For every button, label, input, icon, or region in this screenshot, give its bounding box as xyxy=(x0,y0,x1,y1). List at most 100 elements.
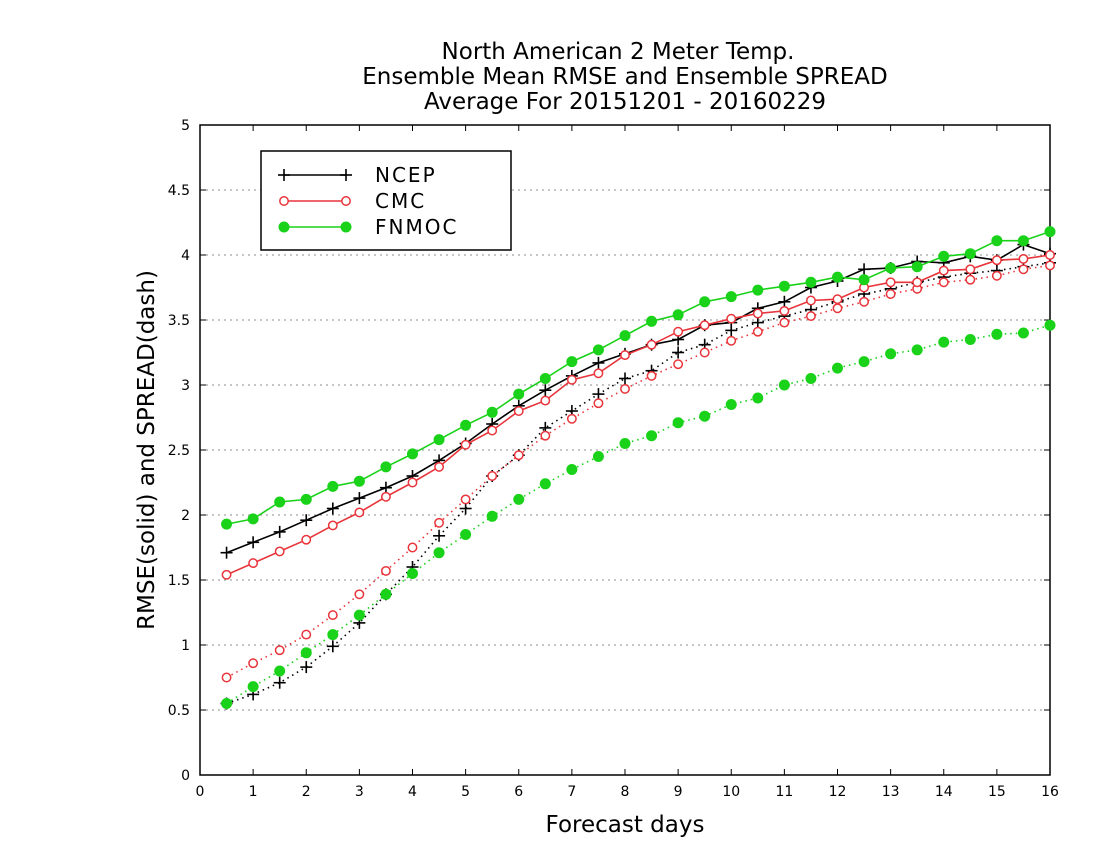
cmc-spread-point xyxy=(380,565,391,576)
fnmoc-spread-point xyxy=(539,478,551,490)
fnmoc-spread-point xyxy=(672,417,684,429)
x-tick-label: 6 xyxy=(514,784,523,800)
fnmoc-rmse-point xyxy=(646,315,658,327)
fnmoc-spread-point xyxy=(247,681,259,693)
cmc-rmse-point xyxy=(620,350,630,361)
cmc-spread-point xyxy=(859,296,870,307)
legend-marker xyxy=(340,169,352,181)
series-fnmoc xyxy=(221,226,1056,709)
cmc-spread-point xyxy=(752,326,763,337)
cmc-spread-point xyxy=(726,335,737,346)
fnmoc-rmse-point xyxy=(380,461,392,473)
grid xyxy=(200,189,1050,711)
ncep-spread-point xyxy=(433,529,446,542)
fnmoc-spread-point xyxy=(858,356,870,368)
legend-marker xyxy=(278,221,290,233)
fnmoc-spread-point xyxy=(380,588,392,600)
x-tick-label: 15 xyxy=(988,784,1006,800)
cmc-rmse-point xyxy=(1018,253,1029,264)
fnmoc-rmse-point xyxy=(725,291,737,303)
fnmoc-rmse-point xyxy=(938,250,950,262)
ncep-spread-point xyxy=(672,346,685,359)
cmc-spread-point xyxy=(274,645,285,656)
fnmoc-spread-point xyxy=(221,698,233,709)
x-tick-label: 12 xyxy=(829,784,847,800)
fnmoc-spread-point xyxy=(353,609,365,621)
fnmoc-spread-point xyxy=(885,348,897,360)
fnmoc-spread-point xyxy=(1044,319,1056,331)
fnmoc-spread-point xyxy=(964,334,976,345)
cmc-rmse-point xyxy=(513,406,524,416)
x-tick-label: 8 xyxy=(621,784,630,800)
cmc-spread-line xyxy=(226,264,1051,679)
fnmoc-rmse-point xyxy=(513,388,525,400)
legend-item-fnmoc: FNMOC xyxy=(278,215,458,239)
cmc-spread-point xyxy=(540,430,551,441)
fnmoc-spread-point xyxy=(407,568,418,579)
fnmoc-rmse-point xyxy=(274,496,286,508)
fnmoc-rmse-point xyxy=(805,276,817,288)
x-tick-label: 11 xyxy=(775,784,793,800)
cmc-spread-point xyxy=(885,289,896,299)
cmc-spread-point xyxy=(248,658,259,669)
cmc-rmse-point xyxy=(566,374,577,385)
x-tick-label: 16 xyxy=(1041,784,1059,800)
cmc-spread-point xyxy=(620,383,630,394)
cmc-rmse-point xyxy=(699,320,710,331)
fnmoc-rmse-point xyxy=(327,480,339,492)
cmc-rmse-point xyxy=(646,339,657,350)
fnmoc-spread-point xyxy=(938,336,950,348)
fnmoc-rmse-point xyxy=(832,271,843,283)
cmc-rmse-point xyxy=(248,558,259,569)
series-ncep xyxy=(220,238,1056,710)
cmc-rmse-point xyxy=(407,477,418,488)
fnmoc-rmse-point xyxy=(752,284,764,296)
cmc-spread-point xyxy=(487,471,498,481)
ncep-rmse-point xyxy=(247,536,260,549)
cmc-rmse-point xyxy=(965,264,976,275)
fnmoc-spread-point xyxy=(592,451,604,462)
y-axis-label: RMSE(solid) and SPREAD(dash) xyxy=(134,270,160,630)
cmc-spread-point xyxy=(1018,264,1029,275)
fnmoc-rmse-point xyxy=(566,356,578,368)
x-tick-label: 5 xyxy=(461,784,470,800)
cmc-rmse-point xyxy=(354,507,365,518)
cmc-rmse-point xyxy=(991,255,1002,266)
ncep-rmse-point xyxy=(300,514,313,527)
title-line-1: North American 2 Meter Temp. xyxy=(442,39,795,65)
ncep-rmse-point xyxy=(778,295,791,308)
cmc-rmse-point xyxy=(327,520,338,531)
y-tick-label: 0 xyxy=(181,768,190,784)
x-tick-label: 4 xyxy=(408,784,417,800)
x-tick-label: 3 xyxy=(355,784,364,800)
cmc-spread-point xyxy=(221,672,232,683)
ncep-rmse-point xyxy=(592,356,605,369)
cmc-spread-point xyxy=(593,398,604,409)
fnmoc-rmse-line xyxy=(226,230,1051,525)
fnmoc-rmse-point xyxy=(1017,235,1029,247)
cmc-spread-point xyxy=(805,311,816,322)
cmc-rmse-point xyxy=(1045,250,1055,260)
x-tick-label: 1 xyxy=(249,784,258,800)
fnmoc-rmse-point xyxy=(964,248,976,260)
cmc-rmse-point xyxy=(912,277,923,288)
cmc-rmse-point xyxy=(221,569,232,580)
fnmoc-spread-point xyxy=(433,547,445,559)
cmc-spread-point xyxy=(991,270,1002,281)
cmc-spread-point xyxy=(434,517,445,528)
legend-label-fnmoc: FNMOC xyxy=(375,215,458,239)
x-tick-label: 7 xyxy=(567,784,576,800)
cmc-spread-point xyxy=(354,589,365,600)
fnmoc-rmse-point xyxy=(592,344,604,356)
cmc-spread-point xyxy=(460,494,471,505)
fnmoc-spread-point xyxy=(778,379,790,391)
fnmoc-rmse-point xyxy=(619,330,631,342)
fnmoc-spread-point xyxy=(911,344,923,356)
axis-ticks: 00.511.522.533.544.550 1 2 3 4 5 6 7 8 9 10 11 12 13 1… xyxy=(168,118,1059,800)
fnmoc-spread-point xyxy=(1017,327,1029,339)
series-group xyxy=(220,226,1056,710)
legend-label-cmc: CMC xyxy=(375,189,426,213)
ncep-rmse-point xyxy=(539,384,552,397)
ncep-spread-point xyxy=(273,676,286,689)
cmc-spread-point xyxy=(301,629,312,640)
